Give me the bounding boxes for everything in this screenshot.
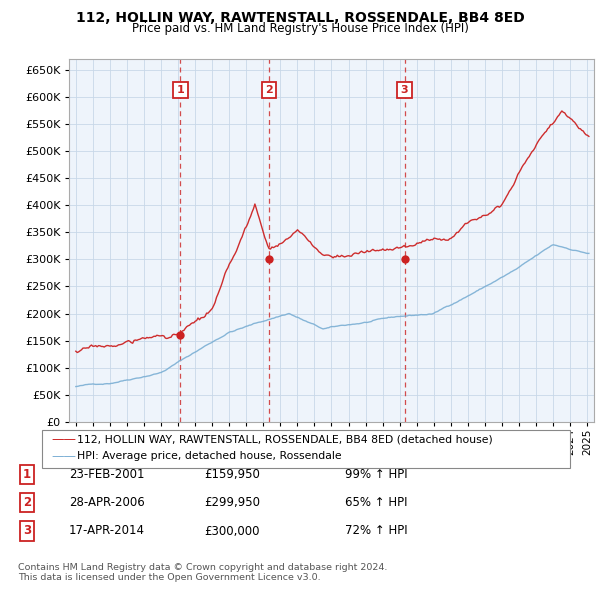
- Text: 1: 1: [23, 468, 31, 481]
- Text: 23-FEB-2001: 23-FEB-2001: [69, 468, 145, 481]
- Text: 2: 2: [265, 85, 272, 95]
- Text: 72% ↑ HPI: 72% ↑ HPI: [345, 525, 407, 537]
- Text: HPI: Average price, detached house, Rossendale: HPI: Average price, detached house, Ross…: [77, 451, 341, 461]
- Text: 1: 1: [176, 85, 184, 95]
- Text: Price paid vs. HM Land Registry's House Price Index (HPI): Price paid vs. HM Land Registry's House …: [131, 22, 469, 35]
- Text: 2: 2: [23, 496, 31, 509]
- Text: £299,950: £299,950: [204, 496, 260, 509]
- Text: 17-APR-2014: 17-APR-2014: [69, 525, 145, 537]
- Text: 3: 3: [401, 85, 409, 95]
- Text: Contains HM Land Registry data © Crown copyright and database right 2024.
This d: Contains HM Land Registry data © Crown c…: [18, 563, 388, 582]
- Text: ——: ——: [51, 433, 76, 446]
- Text: £159,950: £159,950: [204, 468, 260, 481]
- Text: £300,000: £300,000: [204, 525, 260, 537]
- Text: 99% ↑ HPI: 99% ↑ HPI: [345, 468, 407, 481]
- Text: 112, HOLLIN WAY, RAWTENSTALL, ROSSENDALE, BB4 8ED: 112, HOLLIN WAY, RAWTENSTALL, ROSSENDALE…: [76, 11, 524, 25]
- Text: ——: ——: [51, 450, 76, 463]
- Text: 112, HOLLIN WAY, RAWTENSTALL, ROSSENDALE, BB4 8ED (detached house): 112, HOLLIN WAY, RAWTENSTALL, ROSSENDALE…: [77, 435, 493, 444]
- Text: 28-APR-2006: 28-APR-2006: [69, 496, 145, 509]
- Text: 3: 3: [23, 525, 31, 537]
- Text: 65% ↑ HPI: 65% ↑ HPI: [345, 496, 407, 509]
